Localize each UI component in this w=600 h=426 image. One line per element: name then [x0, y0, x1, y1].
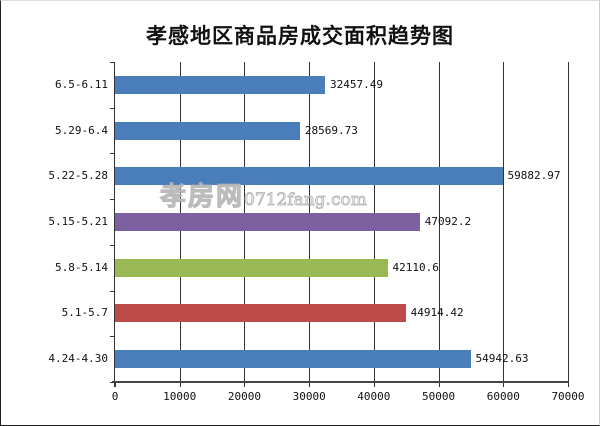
value-label: 54942.63 — [475, 352, 529, 366]
y-tick — [110, 153, 115, 155]
bar — [115, 350, 471, 369]
y-tick — [110, 107, 115, 109]
value-label: 32457.49 — [330, 77, 384, 91]
chart-title: 孝感地区商品房成交面积趋势图 — [146, 23, 454, 48]
value-label: 42110.6 — [392, 260, 439, 274]
x-tick-label: 70000 — [551, 390, 585, 403]
y-tick — [110, 199, 115, 201]
x-tick-label: 30000 — [292, 390, 326, 403]
value-label: 59882.97 — [507, 169, 561, 183]
x-tick-label: 60000 — [486, 390, 520, 403]
watermark-domain: 0712fang.com — [244, 190, 368, 211]
category-label: 5.29-6.4 — [55, 123, 108, 137]
y-axis — [114, 62, 115, 387]
x-tick — [309, 381, 311, 387]
bar — [115, 167, 503, 186]
bar — [115, 213, 420, 231]
bar — [115, 75, 326, 94]
watermark: 孝房网0712fang.com — [159, 176, 368, 213]
category-label: 4.24-4.30 — [48, 352, 108, 366]
gridline — [503, 62, 505, 382]
x-tick — [115, 381, 116, 387]
x-tick-label: 0 — [111, 390, 119, 403]
y-tick — [110, 62, 115, 63]
gridline — [438, 62, 440, 382]
category-label: 5.22-5.28 — [48, 169, 108, 183]
x-tick — [503, 381, 505, 387]
bar — [115, 304, 406, 323]
x-axis — [112, 381, 569, 383]
x-tick — [373, 381, 375, 387]
x-tick — [179, 381, 181, 387]
x-tick-label: 40000 — [357, 390, 391, 403]
category-label: 6.5-6.11 — [55, 77, 108, 91]
x-tick — [568, 381, 569, 387]
bar — [115, 258, 388, 277]
y-tick — [110, 244, 115, 246]
x-tick-label: 20000 — [227, 390, 261, 403]
x-tick-label: 10000 — [163, 390, 197, 403]
x-tick — [438, 381, 440, 387]
x-tick-label: 50000 — [422, 390, 456, 403]
y-tick — [110, 336, 115, 338]
value-label: 28569.73 — [304, 123, 358, 137]
x-tick — [244, 381, 246, 387]
y-tick — [110, 382, 115, 383]
value-label: 44914.42 — [410, 306, 464, 320]
y-tick — [110, 290, 115, 292]
gridline — [568, 62, 569, 382]
category-label: 5.15-5.21 — [48, 215, 108, 228]
value-label: 47092.2 — [424, 215, 472, 228]
bar — [115, 121, 300, 140]
category-label: 5.8-5.14 — [55, 260, 108, 274]
category-label: 5.1-5.7 — [61, 306, 108, 320]
watermark-brand: 孝房网 — [159, 182, 245, 213]
